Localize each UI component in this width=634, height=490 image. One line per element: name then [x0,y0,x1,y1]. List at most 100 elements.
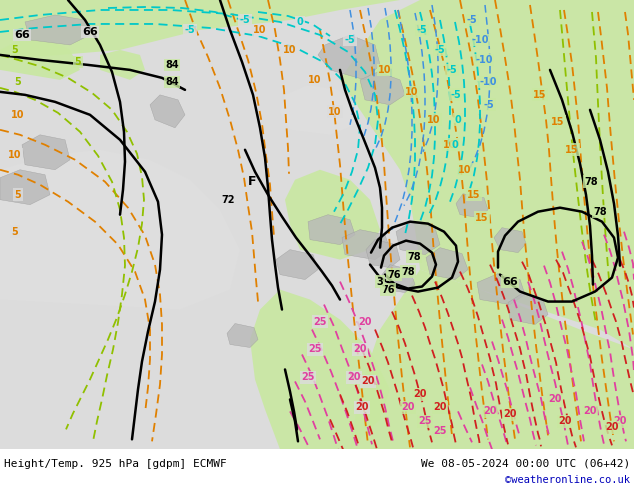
Text: 72: 72 [221,195,235,205]
Text: -5: -5 [484,100,495,110]
Text: 5: 5 [11,45,18,55]
Polygon shape [366,240,400,268]
Text: 66: 66 [82,27,98,37]
Text: -10: -10 [471,35,489,45]
Text: 78: 78 [407,252,421,262]
Text: 20: 20 [583,406,597,416]
Text: 66: 66 [14,30,30,40]
Text: 20: 20 [559,416,572,426]
Polygon shape [508,294,548,324]
Text: 84: 84 [165,77,179,87]
Polygon shape [25,15,90,45]
Text: 20: 20 [401,402,415,413]
Text: -5: -5 [467,15,477,25]
Text: -5: -5 [240,15,250,25]
Text: -5: -5 [435,45,445,55]
Text: 20: 20 [605,422,619,432]
Polygon shape [0,40,80,80]
Text: 10: 10 [253,25,267,35]
Text: 10: 10 [405,87,418,97]
Text: 20: 20 [347,372,361,382]
Text: 25: 25 [313,317,327,326]
Text: 20: 20 [361,376,375,387]
Polygon shape [308,215,355,245]
Text: 10: 10 [283,45,297,55]
Polygon shape [340,0,634,349]
Text: 15: 15 [566,145,579,155]
Polygon shape [456,194,488,218]
Text: 78: 78 [401,267,415,276]
Text: 20: 20 [358,317,372,326]
Text: 66: 66 [502,276,518,287]
Polygon shape [477,273,525,305]
Text: 15: 15 [551,117,565,127]
Text: 20: 20 [353,344,366,354]
Text: 15: 15 [476,213,489,222]
Text: 0: 0 [297,17,304,27]
Polygon shape [0,0,400,60]
Text: -5: -5 [446,65,457,75]
Polygon shape [276,249,318,280]
Text: 15: 15 [533,90,547,100]
Polygon shape [350,270,634,449]
Text: 20: 20 [548,394,562,404]
Text: 10: 10 [328,107,342,117]
Text: -5: -5 [345,35,356,45]
Text: 25: 25 [418,416,432,426]
Polygon shape [396,221,440,255]
Text: 76: 76 [381,285,395,294]
Text: 78: 78 [593,207,607,217]
Polygon shape [285,170,380,260]
Polygon shape [150,95,185,128]
Text: 10: 10 [443,140,456,150]
Text: 10: 10 [458,165,472,175]
Text: 5: 5 [15,77,22,87]
Text: F: F [248,175,256,188]
Text: -5: -5 [417,25,427,35]
Text: 25: 25 [308,344,321,354]
Text: -5: -5 [184,25,195,35]
Text: -5: -5 [451,90,462,100]
Text: 15: 15 [467,190,481,200]
Text: 10: 10 [378,65,392,75]
Polygon shape [227,323,258,347]
Polygon shape [318,35,380,80]
Text: -10: -10 [479,77,497,87]
Polygon shape [22,135,70,170]
Text: We 08-05-2024 00:00 UTC (06+42): We 08-05-2024 00:00 UTC (06+42) [421,459,630,468]
Polygon shape [100,50,145,80]
Text: 10: 10 [8,150,22,160]
Text: 20: 20 [613,416,627,426]
Text: 5: 5 [11,227,18,237]
Text: 3: 3 [377,276,384,287]
Polygon shape [382,265,415,293]
Polygon shape [426,247,468,280]
Text: 20: 20 [483,406,497,416]
Text: Height/Temp. 925 hPa [gdpm] ECMWF: Height/Temp. 925 hPa [gdpm] ECMWF [4,459,227,468]
Text: 76: 76 [387,270,401,280]
Text: 20: 20 [413,390,427,399]
Polygon shape [250,290,390,449]
Text: 0: 0 [451,140,458,150]
Polygon shape [342,230,390,260]
Text: ©weatheronline.co.uk: ©weatheronline.co.uk [505,475,630,485]
Text: 10: 10 [427,115,441,125]
Polygon shape [0,150,240,310]
Text: 5: 5 [75,57,81,67]
Text: 78: 78 [584,177,598,187]
Text: 10: 10 [308,75,321,85]
Text: -10: -10 [476,55,493,65]
Polygon shape [280,85,358,135]
Text: 20: 20 [355,402,369,413]
Text: 25: 25 [301,372,314,382]
Text: 84: 84 [165,60,179,70]
Text: 10: 10 [11,110,25,120]
Polygon shape [0,170,50,205]
Text: 25: 25 [433,426,447,437]
Polygon shape [360,72,405,105]
Text: 20: 20 [503,409,517,419]
Text: 5: 5 [15,190,22,200]
Polygon shape [494,228,526,253]
Text: 0: 0 [455,115,462,125]
Text: 20: 20 [433,402,447,413]
